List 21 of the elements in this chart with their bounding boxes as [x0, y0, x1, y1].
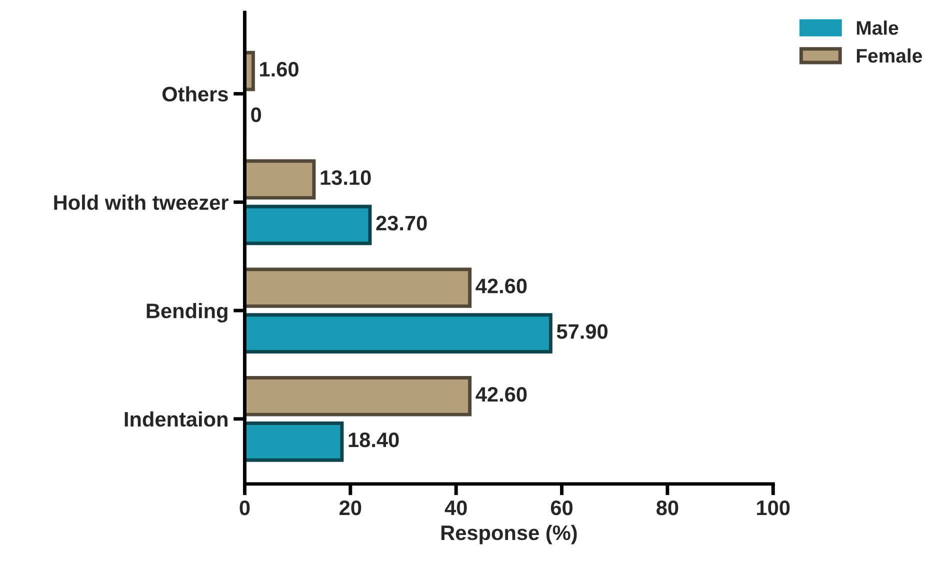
data-label: 42.60: [476, 386, 527, 402]
x-tick-label: 60: [550, 500, 572, 516]
x-tick-label: 80: [656, 500, 678, 516]
x-tick-label: 0: [240, 500, 250, 516]
legend-label: Female: [856, 48, 922, 63]
data-label: 13.10: [320, 170, 371, 186]
data-label: 0: [251, 107, 262, 122]
y-tick-label: Hold with tweezer: [54, 194, 228, 210]
x-tick-label: 20: [340, 500, 362, 516]
y-tick-label: Indentaion: [124, 411, 228, 427]
x-tick-label: 100: [757, 500, 790, 516]
legend-label: Male: [856, 20, 898, 35]
y-tick-label: Others: [162, 86, 228, 102]
data-label: 23.70: [376, 216, 427, 231]
data-label: 42.60: [476, 278, 527, 294]
data-label: 18.40: [348, 432, 399, 448]
x-axis-title: Response (%): [441, 524, 577, 544]
x-tick-label: 40: [444, 500, 467, 516]
y-tick-label: Bending: [146, 302, 228, 322]
data-label: 57.90: [556, 324, 608, 339]
data-label: 1.60: [260, 62, 298, 77]
